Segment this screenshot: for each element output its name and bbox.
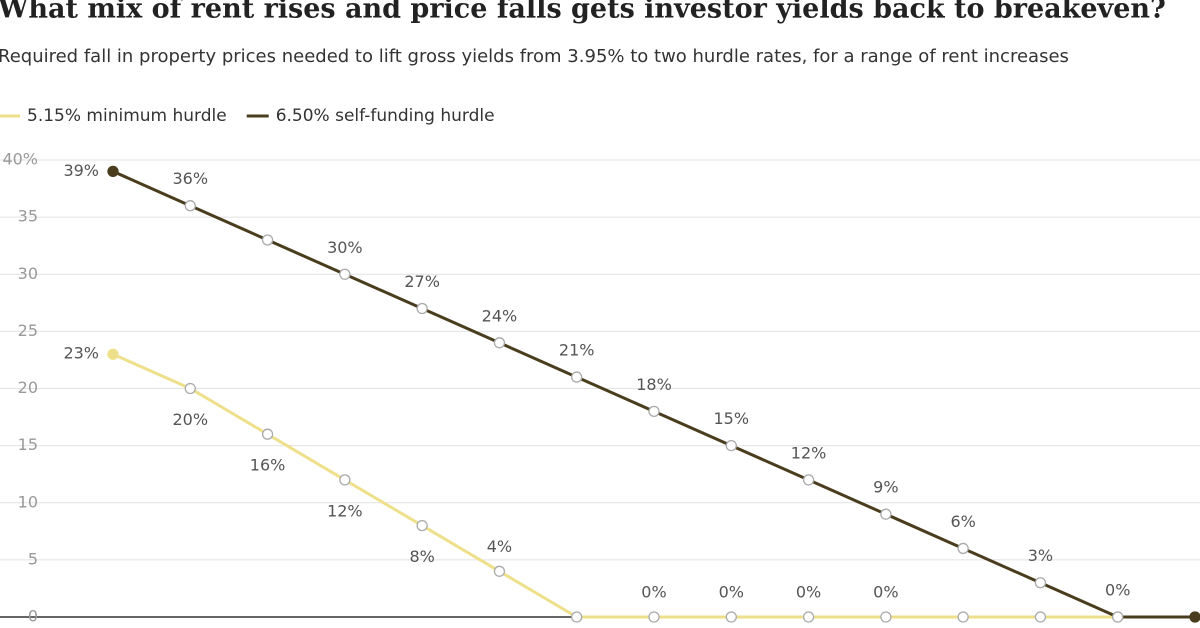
chart-subtitle: Required fall in property prices needed … [0, 46, 1069, 67]
point [1034, 577, 1047, 589]
y-tick-label: 5 [28, 549, 38, 568]
legend-label: 5.15% minimum hurdle [27, 106, 227, 126]
point [648, 405, 660, 418]
value-label: 6% [950, 512, 975, 531]
point [1189, 611, 1200, 623]
value-label: 9% [873, 478, 898, 497]
point [261, 428, 274, 440]
point [339, 474, 351, 486]
legend: 5.15% minimum hurdle 6.50% self-funding h… [0, 106, 495, 126]
point [648, 611, 660, 623]
point [493, 337, 506, 349]
point [880, 611, 892, 623]
value-label: 39% [63, 161, 99, 180]
point [802, 611, 815, 623]
point [493, 565, 506, 577]
value-label: 24% [482, 306, 518, 325]
y-tick-label: 40% [2, 150, 38, 169]
value-label: 12% [791, 443, 827, 462]
y-tick-label: 25 [18, 321, 38, 340]
point [1034, 611, 1047, 623]
chart-title: What mix of rent rises and price falls g… [0, 0, 1166, 25]
point [725, 439, 737, 452]
point [1112, 611, 1124, 623]
value-label: 21% [559, 341, 595, 360]
point [802, 474, 815, 486]
value-label: 27% [404, 272, 440, 291]
value-label: 0% [719, 583, 744, 602]
point [184, 382, 196, 395]
value-label: 3% [1028, 546, 1053, 565]
value-label: 0% [1105, 581, 1130, 600]
point [416, 302, 428, 315]
value-label: 16% [250, 456, 286, 475]
point [571, 371, 583, 383]
value-label: 18% [636, 375, 672, 394]
value-label: 20% [173, 410, 209, 429]
point [184, 200, 196, 212]
value-label: 23% [63, 344, 99, 363]
value-label: 15% [714, 409, 750, 428]
point [725, 611, 737, 623]
value-label: 30% [327, 238, 363, 257]
y-tick-label: 15 [18, 435, 38, 454]
value-label: 8% [409, 547, 434, 566]
value-label: 0% [873, 583, 898, 602]
point [880, 508, 892, 520]
value-label: 36% [173, 169, 209, 188]
point [416, 519, 428, 532]
point [107, 348, 119, 360]
legend-label: 6.50% self-funding hurdle [276, 106, 495, 126]
y-tick-label: 35 [18, 207, 38, 226]
point [339, 268, 351, 280]
point [107, 165, 119, 178]
value-label: 12% [327, 501, 363, 520]
point [957, 611, 969, 623]
point [261, 234, 274, 246]
y-tick-label: 20 [18, 378, 38, 397]
y-tick-label: 0 [28, 607, 38, 626]
value-label: 0% [641, 583, 666, 602]
y-tick-label: 10 [18, 492, 38, 511]
value-label: 0% [796, 583, 821, 602]
y-tick-label: 30 [18, 264, 38, 283]
point [957, 542, 969, 555]
point [571, 611, 583, 623]
value-label: 4% [487, 537, 512, 556]
